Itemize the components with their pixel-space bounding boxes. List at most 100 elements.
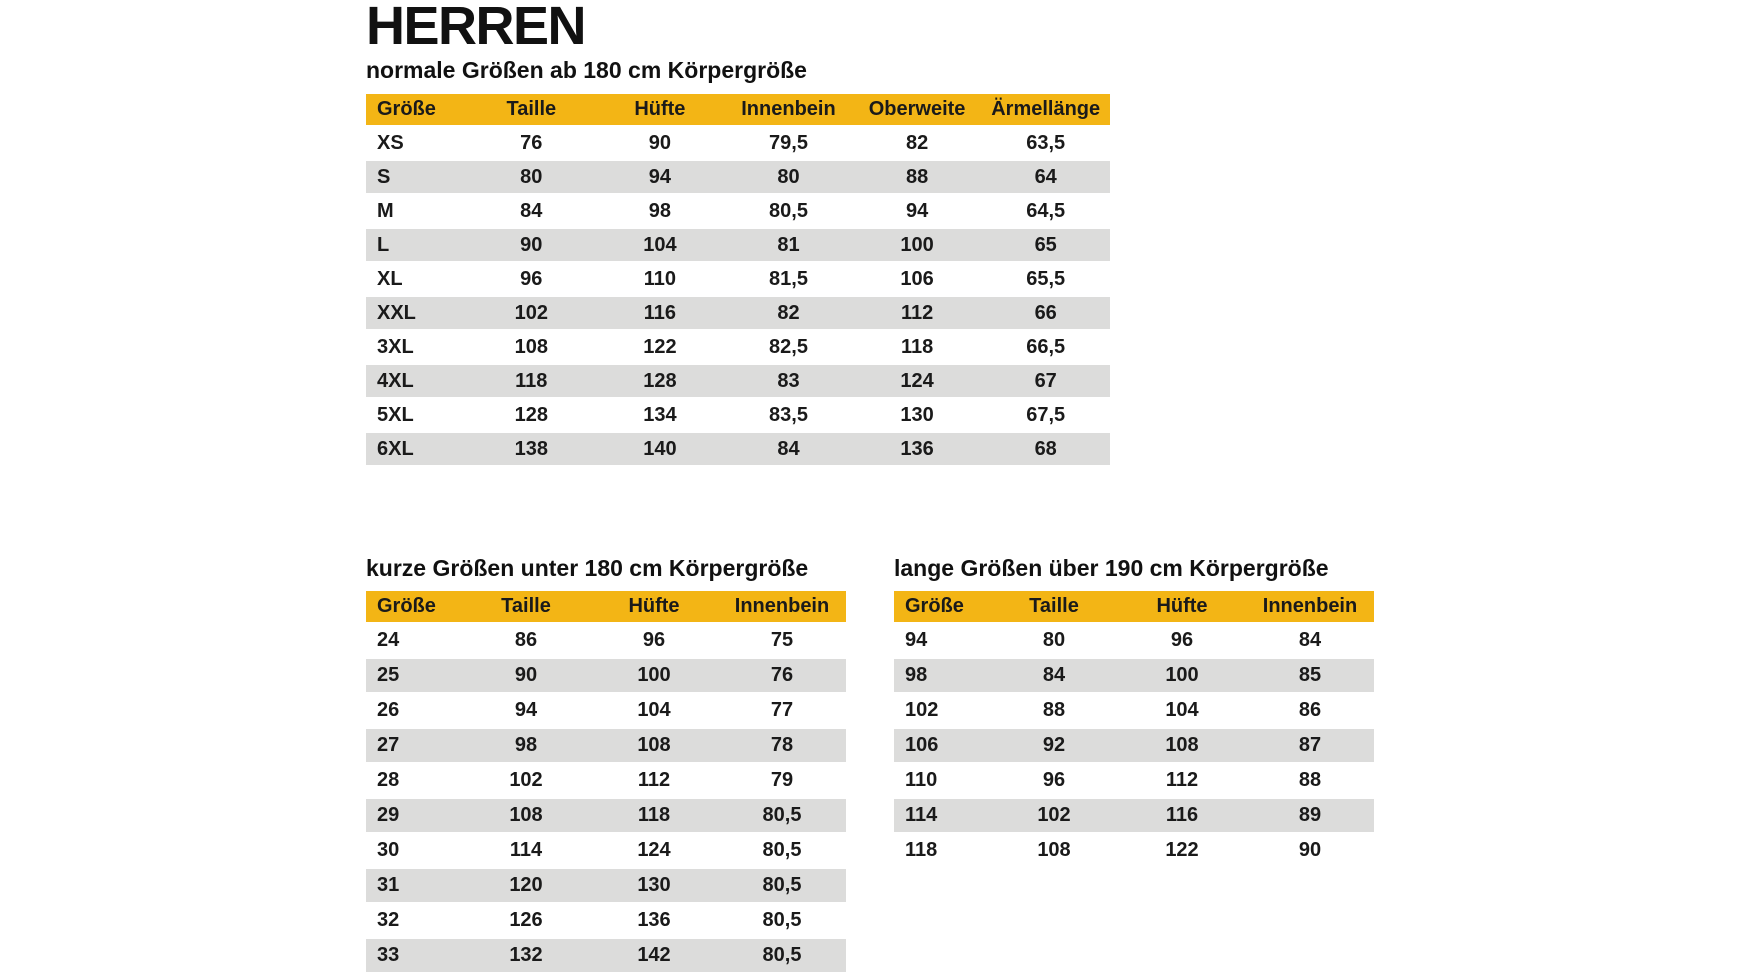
size-cell: 32 xyxy=(377,909,400,931)
short-sizes-title: kurze Größen unter 180 cm Körpergröße xyxy=(366,555,809,581)
value-cell: 80,5 xyxy=(762,909,802,931)
value-cell: 88 xyxy=(1042,699,1066,721)
column-header-groesse: Größe xyxy=(366,591,462,623)
header-row: Größe Taille Hüfte Innenbein Oberweite Ärmell… xyxy=(366,94,1110,126)
value-cell: 80,5 xyxy=(718,938,846,972)
column-header-taille: Taille xyxy=(990,591,1118,623)
value-cell: 110 xyxy=(643,267,677,290)
value-cell: 124 xyxy=(637,839,671,861)
value-cell: 108 xyxy=(1037,839,1071,861)
value-cell: 124 xyxy=(852,364,982,398)
value-cell: 88 xyxy=(1298,769,1322,791)
value-cell: 80,5 xyxy=(769,199,808,222)
value-cell: 94 xyxy=(514,699,538,721)
table-row: 32 126 136 80,5 xyxy=(366,903,846,938)
value-cell: 66 xyxy=(981,296,1110,330)
column-header-taille: Taille xyxy=(467,94,596,126)
value-cell: 64,5 xyxy=(1026,199,1066,222)
value-cell: 142 xyxy=(590,938,718,972)
value-cell: 98 xyxy=(648,199,672,222)
lower-tables-row: kurze Größen unter 180 cm Körpergröße Gr… xyxy=(366,556,1374,972)
table-row: 31 120 130 80,5 xyxy=(366,868,846,903)
value-cell: 81,5 xyxy=(769,267,808,290)
size-cell: 114 xyxy=(894,798,990,833)
size-cell: XXL xyxy=(366,296,467,330)
value-cell: 87 xyxy=(1246,728,1374,763)
table-row: 94 80 96 84 xyxy=(894,623,1374,658)
value-cell: 100 xyxy=(852,228,982,262)
table-row: 27 98 108 78 xyxy=(366,728,846,763)
size-cell: 6XL xyxy=(366,432,467,465)
value-cell: 82 xyxy=(724,296,853,330)
value-cell: 80 xyxy=(724,160,853,194)
table-row: 25 90 100 76 xyxy=(366,658,846,693)
page-title: HERREN xyxy=(366,0,587,56)
table-row: 26 94 104 77 xyxy=(366,693,846,728)
table-row: 24 86 96 75 xyxy=(366,623,846,658)
column-header-innenbein: Innenbein xyxy=(718,591,846,623)
size-cell: S xyxy=(366,160,467,194)
size-cell: 25 xyxy=(366,658,462,693)
value-cell: 94 xyxy=(595,160,725,194)
value-cell: 128 xyxy=(514,403,548,426)
value-cell: 76 xyxy=(520,131,543,154)
value-cell: 104 xyxy=(595,228,725,262)
value-cell: 120 xyxy=(462,868,590,903)
value-cell: 84 xyxy=(724,432,853,465)
value-cell: 128 xyxy=(595,364,725,398)
value-cell: 136 xyxy=(852,432,982,465)
value-cell: 108 xyxy=(590,728,718,763)
value-cell: 81 xyxy=(724,228,853,262)
table-row: 33 132 142 80,5 xyxy=(366,938,846,972)
table-row: 3XL 108 122 82,5 118 66,5 xyxy=(366,330,1110,364)
size-cell: L xyxy=(366,228,467,262)
column-header-groesse: Größe xyxy=(894,591,990,623)
column-header-oberweite: Oberweite xyxy=(852,94,982,126)
table-row: 5XL 128 134 83,5 130 67,5 xyxy=(366,398,1110,432)
value-cell: 90 xyxy=(1298,839,1322,861)
column-header-huefte: Hüfte xyxy=(595,94,725,126)
size-cell: 98 xyxy=(894,658,990,693)
column-header-huefte: Hüfte xyxy=(1118,591,1246,623)
value-cell: 63,5 xyxy=(1026,131,1066,154)
value-cell: 106 xyxy=(900,267,934,290)
normal-sizes-section: HERREN normale Größen ab 180 cm Körpergr… xyxy=(366,0,1110,465)
value-cell: 102 xyxy=(990,798,1118,833)
size-cell: 94 xyxy=(905,629,928,651)
value-cell: 90 xyxy=(462,658,590,693)
normal-sizes-table: Größe Taille Hüfte Innenbein Oberweite Ärmell… xyxy=(366,94,1110,465)
size-cell: 29 xyxy=(366,798,462,833)
value-cell: 92 xyxy=(990,728,1118,763)
value-cell: 90 xyxy=(648,131,672,154)
size-cell: 102 xyxy=(905,699,939,721)
column-header-taille: Taille xyxy=(462,591,590,623)
column-header-huefte: Hüfte xyxy=(590,591,718,623)
size-cell: XL xyxy=(377,267,403,290)
value-cell: 79 xyxy=(770,769,794,791)
table-row: 29 108 118 80,5 xyxy=(366,798,846,833)
size-cell: 118 xyxy=(905,839,938,861)
short-sizes-section: kurze Größen unter 180 cm Körpergröße Gr… xyxy=(366,556,846,972)
table-row: 6XL 138 140 84 136 68 xyxy=(366,432,1110,465)
column-header-groesse: Größe xyxy=(366,94,467,126)
size-cell: 33 xyxy=(366,938,462,972)
value-cell: 78 xyxy=(718,728,846,763)
table-row: S 80 94 80 88 64 xyxy=(366,160,1110,194)
header-row: Größe Taille Hüfte Innenbein xyxy=(366,591,846,623)
long-sizes-section: lange Größen über 190 cm Körpergröße Grö… xyxy=(894,556,1374,867)
header-row: Größe Taille Hüfte Innenbein xyxy=(894,591,1374,623)
value-cell: 86 xyxy=(1298,699,1322,721)
value-cell: 126 xyxy=(509,909,543,931)
value-cell: 83 xyxy=(724,364,853,398)
value-cell: 80 xyxy=(1042,629,1066,651)
size-cell: 110 xyxy=(905,769,938,791)
value-cell: 132 xyxy=(462,938,590,972)
value-cell: 80 xyxy=(467,160,596,194)
value-cell: 134 xyxy=(643,403,677,426)
size-cell: 31 xyxy=(366,868,462,903)
value-cell: 94 xyxy=(905,199,929,222)
table-row: M 84 98 80,5 94 64,5 xyxy=(366,194,1110,228)
value-cell: 108 xyxy=(1118,728,1246,763)
size-cell: 24 xyxy=(377,629,400,651)
